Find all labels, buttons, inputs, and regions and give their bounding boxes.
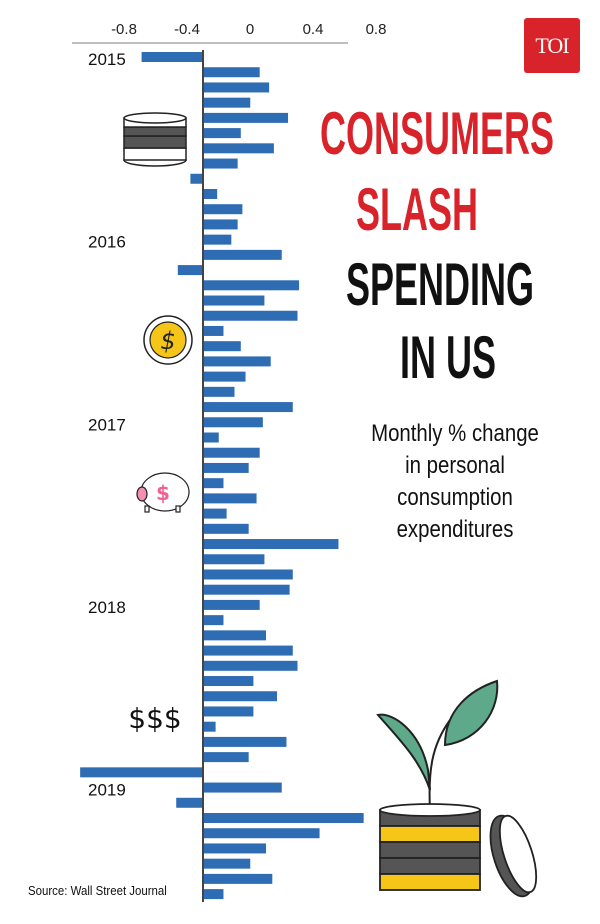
- bar: [203, 249, 282, 260]
- bar: [203, 615, 224, 626]
- bar: [203, 691, 278, 702]
- bar: [203, 371, 246, 382]
- dollar-signs-icon: $$$: [128, 702, 181, 735]
- bar: [203, 599, 260, 610]
- bar: [203, 721, 216, 732]
- bar: [203, 828, 320, 839]
- bar: [203, 813, 364, 823]
- bar: [203, 402, 293, 413]
- piggy-bank-icon: $: [136, 472, 190, 513]
- bar: [203, 432, 219, 443]
- bar: [203, 310, 298, 321]
- title-line-1: CONSUMERS: [320, 100, 555, 167]
- bar: [203, 873, 273, 884]
- svg-text:$: $: [160, 327, 175, 355]
- x-tick-label: 0: [246, 21, 254, 38]
- bar: [203, 295, 265, 306]
- toi-logo: TOI: [524, 18, 580, 73]
- bar: [203, 447, 260, 458]
- bar: [203, 280, 300, 291]
- x-tick-label: 0.4: [303, 21, 324, 38]
- bar: [203, 219, 238, 230]
- year-label: 2018: [88, 598, 126, 617]
- subtitle: Monthly % change in personal consumption…: [330, 418, 580, 546]
- x-tick-label: 0.8: [366, 21, 387, 38]
- year-label: 2019: [88, 781, 126, 800]
- coin-stack-icon: [123, 112, 187, 167]
- bar: [203, 386, 235, 397]
- bar: [203, 584, 290, 595]
- bar: [203, 493, 257, 504]
- bar: [203, 97, 251, 108]
- bar: [203, 112, 289, 123]
- svg-text:$: $: [156, 481, 170, 505]
- bar: [203, 660, 298, 671]
- year-label: 2016: [88, 233, 126, 252]
- bar: [203, 82, 270, 93]
- bar: [203, 462, 249, 473]
- subtitle-line: consumption: [397, 484, 513, 511]
- bar: [203, 158, 238, 169]
- bar: [203, 234, 232, 245]
- title-line-2: SLASH: [356, 176, 479, 243]
- bar: [203, 417, 263, 428]
- bar: [176, 797, 203, 808]
- source-note: Source: Wall Street Journal: [28, 883, 167, 898]
- bar: [190, 173, 203, 184]
- subtitle-line: in personal: [405, 452, 505, 479]
- title-line-3: SPENDING: [346, 251, 535, 318]
- bar: [203, 67, 260, 78]
- bar: [203, 325, 224, 336]
- bar: [203, 554, 265, 565]
- bar: [203, 128, 241, 139]
- year-label: 2015: [88, 50, 126, 69]
- bar: [203, 539, 339, 550]
- bar: [203, 523, 249, 534]
- bar: [203, 630, 266, 641]
- bar: [203, 508, 227, 519]
- bar: [80, 767, 203, 778]
- bar: [203, 341, 241, 352]
- bar: [203, 645, 293, 656]
- bar: [203, 752, 249, 763]
- x-tick-label: -0.8: [111, 21, 137, 38]
- dollar-coin-icon: $: [143, 315, 193, 365]
- subtitle-line: expenditures: [396, 516, 514, 543]
- bar: [141, 52, 203, 62]
- bar: [203, 204, 243, 215]
- bar: [203, 188, 218, 199]
- bar: [203, 356, 271, 367]
- bar: [203, 706, 254, 717]
- bar: [203, 569, 293, 580]
- plant-on-coins-icon: [376, 679, 538, 898]
- subtitle-line: Monthly % change: [371, 420, 539, 447]
- bar: [203, 676, 254, 687]
- bar: [203, 143, 274, 154]
- bar: [203, 843, 266, 854]
- bar: [203, 736, 287, 747]
- bar: [203, 782, 282, 793]
- year-label: 2017: [88, 415, 126, 434]
- bar: [203, 889, 224, 900]
- x-tick-label: -0.4: [174, 21, 200, 38]
- bar: [203, 478, 224, 489]
- title-line-4: IN US: [400, 324, 497, 391]
- bar: [203, 858, 251, 869]
- bar: [177, 265, 203, 276]
